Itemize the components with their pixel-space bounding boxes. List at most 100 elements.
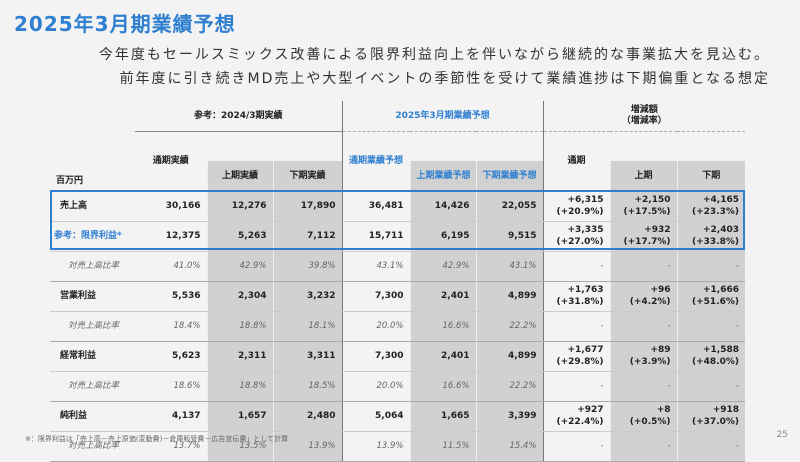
diff-cell: +3,335 (+27.0%) — [542, 221, 611, 252]
unit-label: 百万円 — [50, 131, 135, 192]
ratio-cell: - — [542, 371, 611, 402]
cell: 12,276 — [206, 191, 273, 222]
diff-cell: +1,666 (+51.6%) — [676, 281, 746, 312]
cell: 1,657 — [206, 401, 273, 432]
ratio-cell: - — [609, 431, 678, 462]
ratio-cell: - — [676, 311, 746, 342]
page-number: 25 — [776, 430, 788, 440]
cell: 3,399 — [475, 401, 544, 432]
cell: 2,401 — [409, 341, 476, 372]
ratio-cell: 18.1% — [272, 311, 342, 342]
ratio-cell: - — [676, 371, 746, 402]
cell: 12,375 — [135, 221, 207, 252]
cell: 4,137 — [135, 401, 207, 432]
row-label: 営業利益 — [50, 281, 135, 312]
group-diff-header: 増減額 （増減率） — [542, 101, 746, 132]
ratio-label: 対売上高比率 — [50, 371, 135, 402]
table-row: 経常利益 5,623 2,311 3,311 7,300 2,401 4,899 +1,677… — [50, 341, 746, 372]
cell: 6,195 — [409, 221, 476, 252]
diff-cell: +918 (+37.0%) — [676, 401, 746, 432]
ratio-cell: 13.9% — [341, 431, 410, 462]
diff-cell: +8 (+0.5%) — [609, 401, 678, 432]
cell: 5,623 — [135, 341, 207, 372]
cell: 7,300 — [341, 281, 410, 312]
ratio-cell: 39.8% — [272, 251, 342, 282]
ratio-cell: 42.9% — [409, 251, 476, 282]
ratio-cell: - — [542, 311, 611, 342]
ratio-cell: 20.0% — [341, 371, 410, 402]
cell: 15,711 — [341, 221, 410, 252]
col-header: 下期 — [676, 161, 746, 192]
ratio-label: 対売上高比率 — [50, 311, 135, 342]
cell: 22,055 — [475, 191, 544, 222]
diff-cell: +6,315 (+20.9%) — [542, 191, 611, 222]
cell: 36,481 — [341, 191, 410, 222]
row-label: 経常利益 — [50, 341, 135, 372]
ratio-cell: 43.1% — [341, 251, 410, 282]
ratio-row: 対売上高比率 41.0% 42.9% 39.8% 43.1% 42.9% 43.1% - - - — [50, 251, 746, 282]
col-header: 上期 — [609, 161, 678, 192]
ratio-cell: - — [542, 431, 611, 462]
ratio-cell: - — [609, 311, 678, 342]
ratio-cell: 11.5% — [409, 431, 476, 462]
forecast-table: 参考：2024/3期実績 2025年3月期業績予想 増減額 （増減率） 百万円 通… — [50, 101, 746, 462]
cell: 7,300 — [341, 341, 410, 372]
col-header: 下期業績予想 — [475, 161, 544, 192]
diff-cell: +927 (+22.4%) — [542, 401, 611, 432]
row-label: 参考：限界利益* — [50, 221, 135, 252]
ratio-cell: 41.0% — [135, 251, 207, 282]
table-row: 純利益 4,137 1,657 2,480 5,064 1,665 3,399 +927 (+2… — [50, 401, 746, 432]
cell: 5,536 — [135, 281, 207, 312]
footnote: ※：限界利益は「売上高－売上原価(変動費)－倉庫販管費－広告宣伝費」として計算 — [25, 435, 289, 443]
group-prev-header: 参考：2024/3期実績 — [135, 101, 342, 132]
diff-cell: +2,150 (+17.5%) — [609, 191, 678, 222]
cell: 3,311 — [272, 341, 342, 372]
cell: 2,311 — [206, 341, 273, 372]
ratio-cell: 22.2% — [475, 311, 544, 342]
col-header: 上期実績 — [206, 161, 273, 192]
table-row: 売上高 30,166 12,276 17,890 36,481 14,426 22,055 +… — [50, 191, 746, 222]
subtitle-line-2: 前年度に引き続きMD売上や大型イベントの季節性を受けて業績進捗は下期偏重となる想… — [119, 71, 770, 87]
ratio-cell: 20.0% — [341, 311, 410, 342]
cell: 2,304 — [206, 281, 273, 312]
ratio-cell: - — [542, 251, 611, 282]
ratio-cell: - — [676, 431, 746, 462]
ratio-cell: 43.1% — [475, 251, 544, 282]
cell: 30,166 — [135, 191, 207, 222]
ratio-cell: 18.4% — [135, 311, 207, 342]
cell: 2,480 — [272, 401, 342, 432]
diff-cell: +932 (+17.7%) — [609, 221, 678, 252]
cell: 4,899 — [475, 341, 544, 372]
table-row: 営業利益 5,536 2,304 3,232 7,300 2,401 4,899 +1,763… — [50, 281, 746, 312]
diff-cell: +1,588 (+48.0%) — [676, 341, 746, 372]
cell: 9,515 — [475, 221, 544, 252]
ratio-cell: 16.6% — [409, 371, 476, 402]
diff-cell: +2,403 (+33.8%) — [676, 221, 746, 252]
ratio-cell: 15.4% — [475, 431, 544, 462]
cell: 2,401 — [409, 281, 476, 312]
subtitle-line-1: 今年度もセールスミックス改善による限界利益向上を伴いながら継続的な事業拡大を見込… — [98, 47, 770, 63]
ratio-cell: - — [676, 251, 746, 282]
cell: 3,232 — [272, 281, 342, 312]
table-row: 参考：限界利益* 12,375 5,263 7,112 15,711 6,195 9,515… — [50, 221, 746, 252]
col-header: 通期業績予想 — [341, 131, 410, 192]
ratio-cell: 18.8% — [206, 371, 273, 402]
ratio-row: 対売上高比率 18.6% 18.8% 18.5% 20.0% 16.6% 22.2% - - - — [50, 371, 746, 402]
cell: 14,426 — [409, 191, 476, 222]
cell: 1,665 — [409, 401, 476, 432]
ratio-cell: 18.6% — [135, 371, 207, 402]
page-title: 2025年3月期業績予想 — [14, 12, 236, 36]
row-label: 売上高 — [50, 191, 135, 222]
cell: 17,890 — [272, 191, 342, 222]
diff-cell: +89 (+3.9%) — [609, 341, 678, 372]
ratio-cell: 16.6% — [409, 311, 476, 342]
cell: 7,112 — [272, 221, 342, 252]
ratio-cell: 18.5% — [272, 371, 342, 402]
group-forecast-header: 2025年3月期業績予想 — [341, 101, 544, 132]
diff-cell: +4,165 (+23.3%) — [676, 191, 746, 222]
diff-cell: +1,677 (+29.8%) — [542, 341, 611, 372]
col-header: 下期実績 — [272, 161, 342, 192]
col-header: 通期実績 — [135, 131, 207, 192]
ratio-cell: - — [609, 371, 678, 402]
ratio-label: 対売上高比率 — [50, 251, 135, 282]
